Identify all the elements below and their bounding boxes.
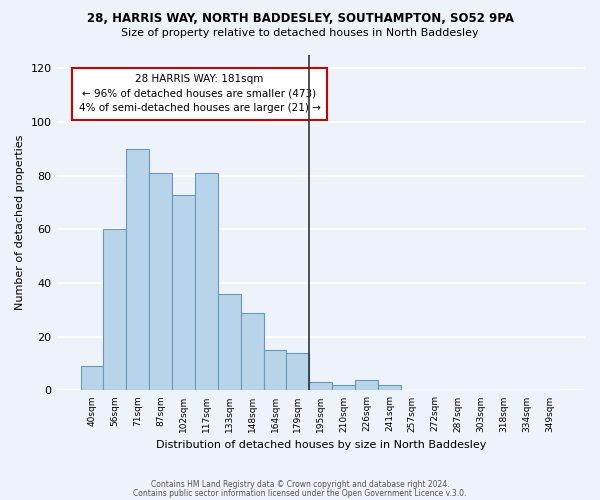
Bar xyxy=(218,294,241,390)
Bar xyxy=(332,385,355,390)
Bar xyxy=(286,353,310,391)
Bar xyxy=(103,230,127,390)
Text: 28 HARRIS WAY: 181sqm
← 96% of detached houses are smaller (473)
4% of semi-deta: 28 HARRIS WAY: 181sqm ← 96% of detached … xyxy=(79,74,320,114)
Bar xyxy=(149,173,172,390)
Bar xyxy=(172,194,195,390)
Text: Contains public sector information licensed under the Open Government Licence v.: Contains public sector information licen… xyxy=(133,489,467,498)
Bar xyxy=(263,350,286,391)
X-axis label: Distribution of detached houses by size in North Baddesley: Distribution of detached houses by size … xyxy=(155,440,486,450)
Bar xyxy=(195,173,218,390)
Bar xyxy=(378,385,401,390)
Bar xyxy=(241,312,263,390)
Text: Size of property relative to detached houses in North Baddesley: Size of property relative to detached ho… xyxy=(121,28,479,38)
Text: 28, HARRIS WAY, NORTH BADDESLEY, SOUTHAMPTON, SO52 9PA: 28, HARRIS WAY, NORTH BADDESLEY, SOUTHAM… xyxy=(86,12,514,26)
Text: Contains HM Land Registry data © Crown copyright and database right 2024.: Contains HM Land Registry data © Crown c… xyxy=(151,480,449,489)
Y-axis label: Number of detached properties: Number of detached properties xyxy=(15,135,25,310)
Bar xyxy=(310,382,332,390)
Bar xyxy=(355,380,378,390)
Bar xyxy=(127,149,149,390)
Bar xyxy=(80,366,103,390)
